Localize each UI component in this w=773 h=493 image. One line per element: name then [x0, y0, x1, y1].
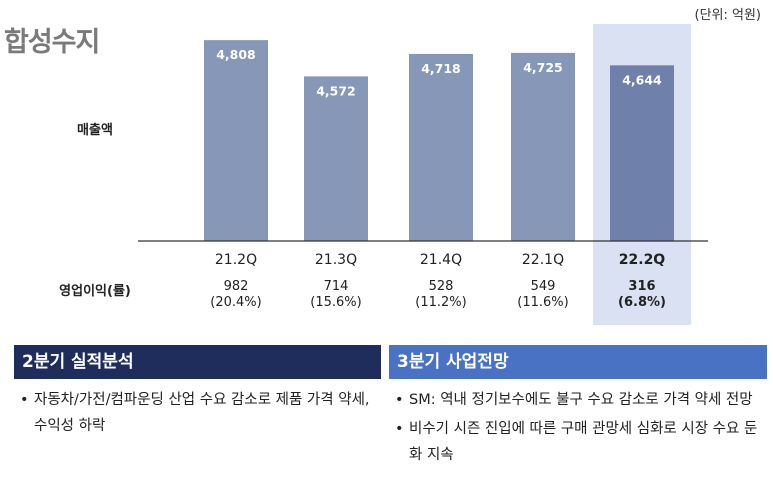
q2-analysis-list: 자동차/가전/컴파운딩 산업 수요 감소로 제품 가격 약세, 수익성 하락	[20, 387, 370, 442]
bar-22.1Q	[511, 52, 575, 241]
operating-margin-value: (20.4%)	[210, 295, 261, 310]
operating-profit-value: 549	[531, 279, 556, 294]
operating-profit-label: 영업이익(률)	[59, 283, 131, 299]
category-label: 21.3Q	[315, 252, 357, 268]
bar-value-label: 4,718	[421, 61, 461, 76]
operating-profit-value: 714	[324, 279, 349, 294]
bar-21.2Q	[204, 40, 268, 241]
bar-value-label: 4,808	[216, 47, 256, 62]
list-item: 비수기 시즌 진입에 따른 구매 관망세 심화로 시장 수요 둔화 지속	[395, 416, 760, 468]
bar-22.2Q	[610, 65, 674, 241]
page-title: 합성수지	[4, 27, 100, 58]
y-axis-label: 매출액	[77, 122, 113, 138]
bar-21.3Q	[304, 76, 368, 241]
q3-outlook-heading: 3분기 사업전망	[389, 345, 767, 379]
q3-outlook-list: SM: 역내 정기보수에도 불구 수요 감소로 가격 약세 전망 비수기 시즌 …	[395, 387, 760, 471]
category-label: 22.1Q	[522, 252, 564, 268]
operating-margin-value: (6.8%)	[618, 295, 666, 310]
category-label: 21.2Q	[215, 252, 257, 268]
operating-profit-value: 316	[628, 279, 655, 294]
list-item: SM: 역내 정기보수에도 불구 수요 감소로 가격 약세 전망	[395, 387, 760, 413]
bar-value-label: 4,725	[523, 60, 563, 75]
operating-margin-value: (11.6%)	[517, 295, 568, 310]
revenue-bar-chart: 4,808 4,572 4,718 4,725 4,644 매출액 영업이익(률) 21…	[59, 24, 708, 325]
list-item: 자동차/가전/컴파운딩 산업 수요 감소로 제품 가격 약세, 수익성 하락	[20, 387, 370, 439]
category-label: 21.4Q	[420, 252, 462, 268]
q2-analysis-heading: 2분기 실적분석	[14, 345, 381, 379]
unit-label: (단위: 억원)	[694, 8, 762, 23]
category-label: 22.2Q	[619, 252, 666, 268]
bar-21.4Q	[409, 53, 473, 242]
bar-value-label: 4,644	[622, 72, 662, 87]
operating-margin-value: (15.6%)	[310, 295, 361, 310]
operating-profit-value: 982	[224, 279, 249, 294]
operating-margin-value: (11.2%)	[415, 295, 466, 310]
operating-profit-value: 528	[429, 279, 454, 294]
bar-value-label: 4,572	[316, 83, 356, 98]
